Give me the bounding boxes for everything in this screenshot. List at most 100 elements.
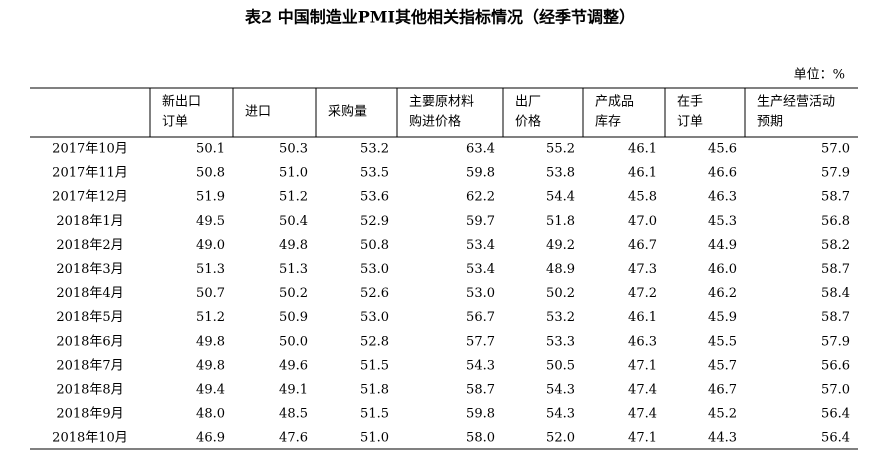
cell-value: 44.3 (708, 431, 737, 446)
cell-value: 46.2 (708, 286, 737, 301)
cell-value: 46.1 (628, 310, 657, 325)
cell-value: 49.5 (196, 214, 225, 229)
cell-value: 50.7 (196, 286, 225, 301)
cell-value: 56.7 (466, 310, 495, 325)
cell-value: 44.9 (708, 238, 737, 253)
cell-value: 46.6 (708, 166, 737, 181)
cell-value: 49.4 (196, 383, 225, 398)
cell-value: 51.0 (360, 431, 389, 446)
cell-value: 62.2 (466, 190, 495, 205)
cell-value: 50.1 (196, 142, 225, 157)
cell-value: 51.0 (279, 166, 308, 181)
cell-value: 49.8 (279, 238, 308, 253)
cell-value: 47.3 (628, 262, 657, 277)
cell-value: 59.8 (466, 166, 495, 181)
cell-value: 52.6 (360, 286, 389, 301)
row-label: 2018年2月 (56, 238, 123, 253)
cell-value: 50.8 (196, 166, 225, 181)
cell-value: 57.7 (466, 334, 495, 349)
cell-value: 58.4 (821, 286, 850, 301)
cell-value: 49.8 (196, 358, 225, 373)
cell-value: 57.0 (821, 383, 850, 398)
cell-value: 46.3 (708, 190, 737, 205)
row-label: 2018年3月 (56, 262, 123, 277)
cell-value: 50.5 (546, 358, 575, 373)
cell-value: 53.0 (466, 286, 495, 301)
cell-value: 57.9 (821, 334, 850, 349)
cell-value: 53.4 (466, 238, 495, 253)
cell-value: 52.9 (360, 214, 389, 229)
cell-value: 54.3 (546, 407, 575, 422)
row-label: 2018年1月 (56, 214, 123, 229)
cell-value: 57.0 (821, 142, 850, 157)
cell-value: 46.1 (628, 142, 657, 157)
cell-value: 58.0 (466, 431, 495, 446)
cell-value: 53.0 (360, 310, 389, 325)
column-header: 生产经营活动 (757, 95, 835, 110)
cell-value: 49.1 (279, 383, 308, 398)
cell-value: 45.2 (708, 407, 737, 422)
cell-value: 46.3 (628, 334, 657, 349)
cell-value: 57.9 (821, 166, 850, 181)
cell-value: 50.2 (546, 286, 575, 301)
cell-value: 54.3 (466, 358, 495, 373)
row-label: 2018年6月 (56, 334, 123, 349)
cell-value: 45.3 (708, 214, 737, 229)
cell-value: 51.8 (546, 214, 575, 229)
cell-value: 45.6 (708, 142, 737, 157)
cell-value: 46.7 (628, 238, 657, 253)
cell-value: 58.7 (821, 310, 850, 325)
cell-value: 47.2 (628, 286, 657, 301)
cell-value: 52.8 (360, 334, 389, 349)
cell-value: 53.5 (360, 166, 389, 181)
column-header: 价格 (515, 114, 541, 130)
cell-value: 48.5 (279, 407, 308, 422)
cell-value: 53.4 (466, 262, 495, 277)
cell-value: 51.5 (360, 358, 389, 373)
cell-value: 59.8 (466, 407, 495, 422)
cell-value: 54.3 (546, 383, 575, 398)
cell-value: 53.6 (360, 190, 389, 205)
column-header: 购进价格 (409, 114, 461, 130)
cell-value: 50.2 (279, 286, 308, 301)
cell-value: 53.2 (360, 142, 389, 157)
cell-value: 47.4 (628, 407, 657, 422)
cell-value: 50.9 (279, 310, 308, 325)
cell-value: 46.7 (708, 383, 737, 398)
cell-value: 45.9 (708, 310, 737, 325)
cell-value: 55.2 (546, 142, 575, 157)
cell-value: 48.9 (546, 262, 575, 277)
row-label: 2018年8月 (56, 383, 123, 398)
cell-value: 46.0 (708, 262, 737, 277)
cell-value: 51.3 (279, 262, 308, 277)
column-header: 采购量 (328, 104, 367, 120)
cell-value: 58.7 (466, 383, 495, 398)
unit-label: 单位：% (794, 68, 845, 83)
cell-value: 49.8 (196, 334, 225, 349)
row-label: 2018年7月 (56, 358, 123, 373)
cell-value: 47.0 (628, 214, 657, 229)
cell-value: 49.6 (279, 358, 308, 373)
cell-value: 51.2 (279, 190, 308, 205)
cell-value: 56.8 (821, 214, 850, 229)
cell-value: 45.7 (708, 358, 737, 373)
column-header: 在手 (677, 95, 703, 110)
column-header: 新出口 (162, 94, 201, 110)
cell-value: 45.8 (628, 190, 657, 205)
cell-value: 51.3 (196, 262, 225, 277)
row-label: 2017年12月 (52, 190, 128, 205)
cell-value: 58.7 (821, 190, 850, 205)
cell-value: 50.3 (279, 142, 308, 157)
row-label: 2018年4月 (56, 286, 123, 301)
cell-value: 54.4 (546, 190, 575, 205)
cell-value: 47.1 (628, 431, 657, 446)
cell-value: 63.4 (466, 142, 495, 157)
row-label: 2018年9月 (56, 407, 123, 422)
cell-value: 52.0 (546, 431, 575, 446)
cell-value: 46.1 (628, 166, 657, 181)
cell-value: 51.2 (196, 310, 225, 325)
cell-value: 46.9 (196, 431, 225, 446)
column-header: 产成品 (595, 95, 634, 110)
table-title: 表2 中国制造业PMI其他相关指标情况（经季节调整） (244, 8, 635, 27)
